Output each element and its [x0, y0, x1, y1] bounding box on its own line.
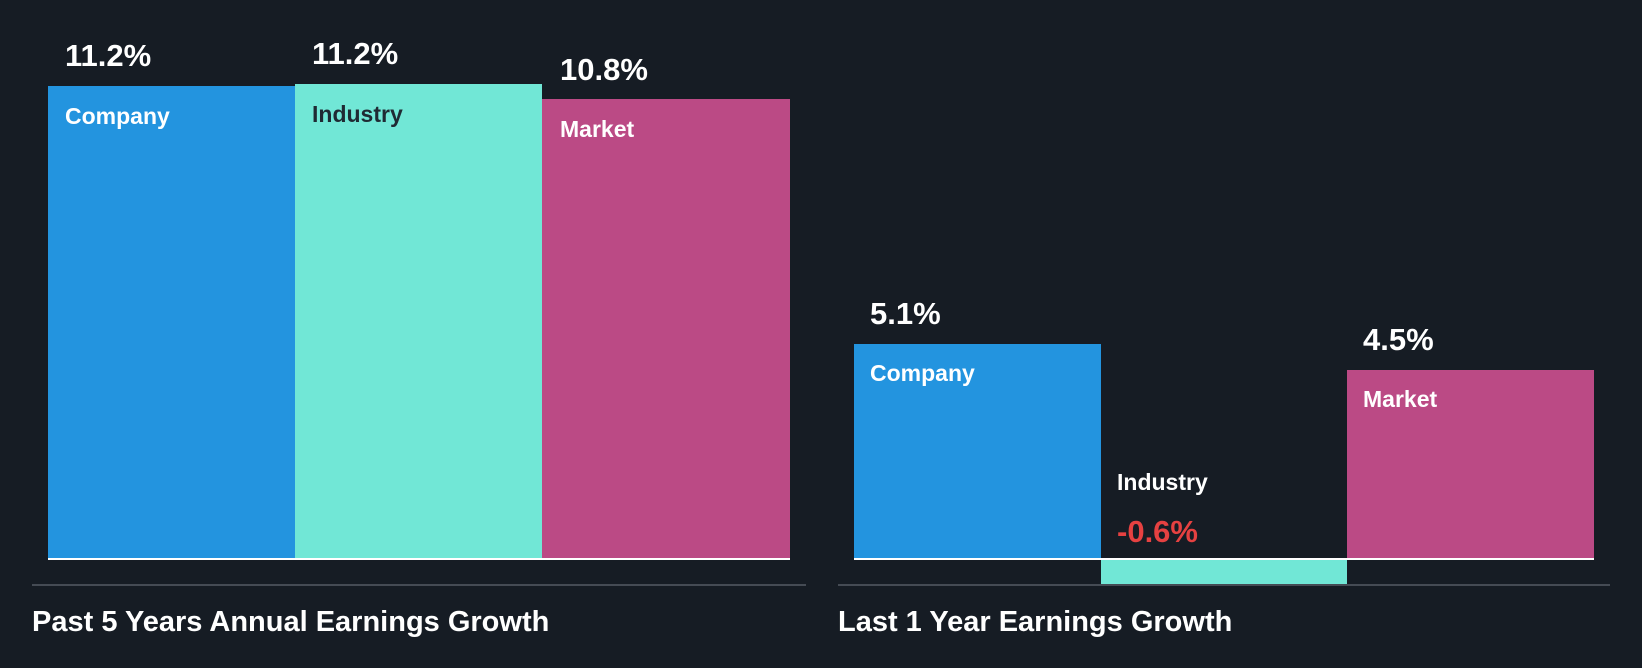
market-value-label: 10.8% [560, 52, 648, 87]
zero-baseline [854, 558, 1594, 560]
panel-title: Past 5 Years Annual Earnings Growth [32, 606, 550, 638]
company-bar: Company [854, 344, 1101, 558]
panel-separator [838, 584, 1610, 586]
panel-separator [32, 584, 806, 586]
industry-bar-label: Industry [1117, 469, 1208, 495]
past-5-years-panel: 11.2% Company 11.2% Industry 10.8% Marke… [32, 36, 806, 638]
company-bar: Company [48, 86, 295, 558]
market-bar-label: Market [560, 116, 635, 142]
industry-bar: Industry [295, 84, 542, 558]
industry-bar-label: Industry [312, 101, 403, 127]
company-bar-label: Company [870, 360, 975, 386]
industry-bar [1101, 558, 1347, 584]
industry-value-label: 11.2% [312, 36, 399, 71]
company-value-label: 5.1% [870, 296, 941, 331]
market-bar: Market [1347, 370, 1594, 558]
market-bar-label: Market [1363, 386, 1438, 412]
company-value-label: 11.2% [65, 38, 152, 73]
panel-title: Last 1 Year Earnings Growth [838, 606, 1233, 638]
industry-value-label: -0.6% [1117, 514, 1198, 549]
market-bar: Market [542, 99, 790, 558]
zero-baseline [48, 558, 790, 560]
market-value-label: 4.5% [1363, 322, 1434, 357]
company-bar-label: Company [65, 103, 170, 129]
